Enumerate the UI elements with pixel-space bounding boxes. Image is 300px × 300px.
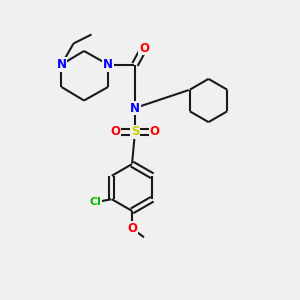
Text: O: O	[110, 125, 121, 139]
Text: N: N	[103, 58, 113, 71]
Text: Cl: Cl	[89, 197, 101, 207]
Text: N: N	[56, 58, 67, 71]
Text: S: S	[131, 125, 139, 139]
Text: O: O	[127, 222, 137, 235]
Text: N: N	[130, 101, 140, 115]
Text: O: O	[139, 41, 149, 55]
Text: O: O	[149, 125, 160, 139]
